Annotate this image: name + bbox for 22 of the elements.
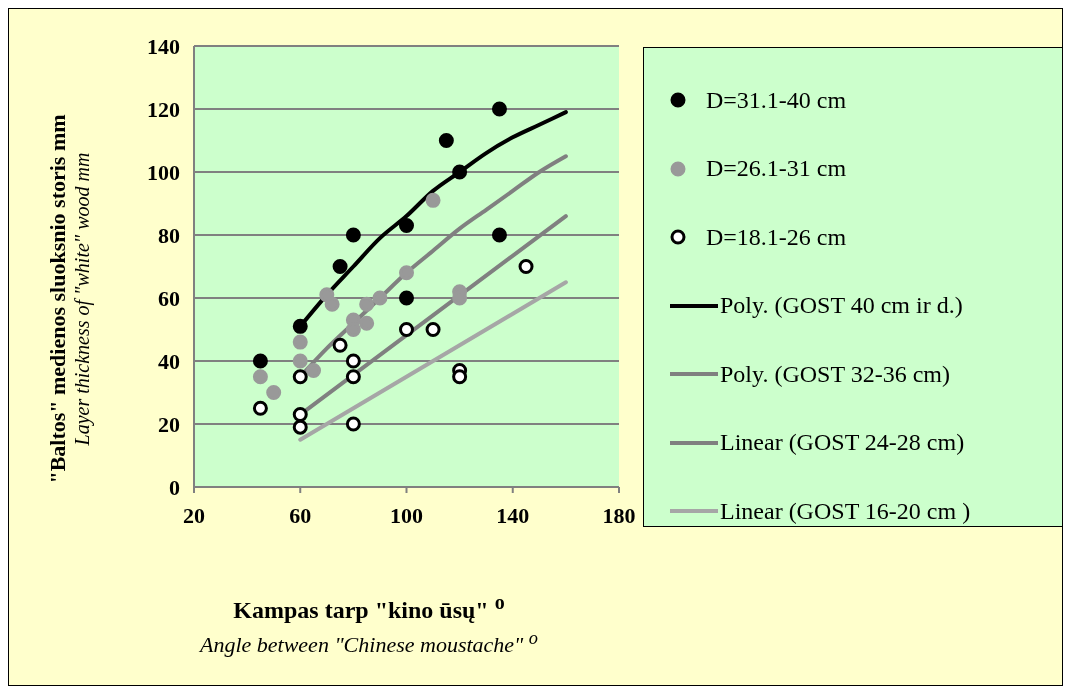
y-tick-label: 100 [147,159,180,185]
legend-label: Poly. (GOST 40 cm ir d.) [720,292,963,320]
legend-label: Linear (GOST 24-28 cm) [720,429,965,457]
x-tick-label: 100 [390,502,423,528]
legend-label: Poly. (GOST 32-36 cm) [720,360,950,388]
x-tick-label: 20 [183,502,205,528]
y-tick-label: 40 [158,348,180,374]
x-tick-label: 180 [602,502,636,528]
y-tick-label: 140 [147,33,180,59]
y-tick-label: 60 [158,285,180,311]
legend-label: D=26.1-31 cm [706,155,847,183]
legend-label: Linear (GOST 16-20 cm ) [720,497,971,525]
legend-label: D=18.1-26 cm [706,223,847,251]
legend-label: D=31.1-40 cm [706,86,847,114]
y-tick-label: 20 [158,411,180,437]
y-tick-label: 120 [147,96,180,122]
y-axis-title: "Baltos" medienos sluoksnio storis mm Layer thickness of "white" wood mm [44,114,93,484]
y-tick-label: 80 [158,222,180,248]
x-axis-title: Kampas tarp "kino ūsų" $^{o}$ Angle between "Chinese moustache" $^{o}$ [199,591,538,658]
x-tick-label: 60 [289,502,312,528]
x-tick-label: 140 [496,502,530,528]
y-tick-label: 0 [169,474,180,500]
